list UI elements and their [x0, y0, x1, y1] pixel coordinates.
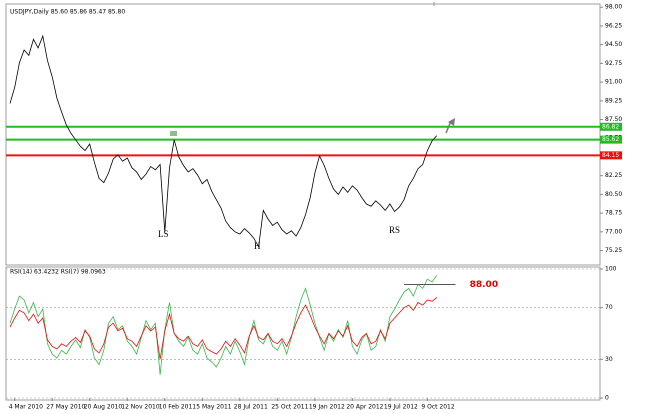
y-tick-label: 75.25: [605, 247, 622, 254]
marker-box: [170, 131, 177, 136]
y-tick-label: 0: [605, 395, 609, 402]
y-tick-label: 91.00: [605, 79, 622, 86]
level-tag-label: 85.62: [602, 136, 619, 143]
annotation: RS: [389, 225, 400, 235]
y-tick-label: 87.50: [605, 116, 622, 123]
x-tick-label: 5 May 2011: [196, 404, 231, 411]
annotation: H: [254, 241, 261, 251]
y-tick-label: 30: [605, 356, 613, 363]
y-tick-label: 82.25: [605, 172, 622, 179]
x-tick-label: 25 Oct 2011: [271, 404, 308, 411]
x-tick-label: 27 May 2010: [46, 404, 85, 411]
rsi-title: RSI(14) 63.4232 RSI(7) 98.0963: [10, 269, 106, 276]
x-tick-label: 28 Jul 2011: [234, 404, 268, 411]
x-tick-label: 9 Oct 2012: [421, 404, 454, 411]
y-tick-label: 98.00: [605, 4, 622, 11]
x-tick-label: 4 Mar 2010: [9, 404, 43, 411]
x-tick-label: 10 Feb 2011: [159, 404, 197, 411]
y-tick-label: 94.50: [605, 41, 622, 48]
rsi-frame: [5, 266, 601, 401]
x-tick-label: 19 Jan 2012: [309, 404, 345, 411]
y-tick-label: 100: [605, 266, 617, 273]
price-frame: [5, 3, 601, 266]
y-tick-label: 92.75: [605, 60, 622, 67]
y-tick-label: 78.75: [605, 210, 622, 217]
y-tick-label: 89.25: [605, 97, 622, 104]
annotation: LS: [158, 229, 169, 239]
level-tag: [600, 135, 622, 144]
y-tick-label: 80.50: [605, 191, 622, 198]
series-line: [9, 297, 438, 360]
x-tick-label: 20 Apr 2012: [346, 404, 383, 411]
series-line: [9, 34, 438, 249]
level-tag: [600, 151, 622, 160]
level-tag-label: 84.15: [602, 152, 619, 159]
x-tick-label: 20 Aug 2010: [84, 404, 123, 411]
x-tick-label: 19 Jul 2012: [384, 404, 418, 411]
level-tag: [600, 122, 622, 131]
y-tick-label: 77.00: [605, 228, 622, 235]
level-tag-label: 86.82: [602, 123, 619, 130]
price-title: USDJPY,Daily 85.60 85.86 85.47 85.80: [10, 9, 125, 16]
y-tick-label: 70: [605, 304, 613, 311]
y-tick-label: 96.25: [605, 22, 622, 29]
x-tick-label: 12 Nov 2010: [121, 404, 160, 411]
marker-label: 88.00: [470, 280, 498, 290]
